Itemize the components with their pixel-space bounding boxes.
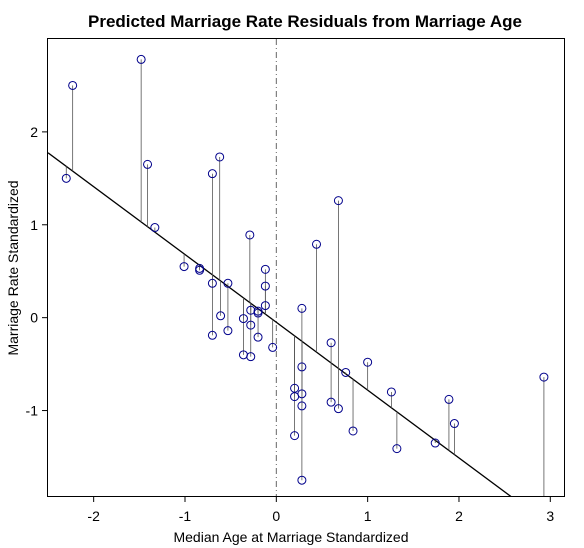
plot-content: [48, 39, 545, 496]
data-point: [326, 338, 336, 348]
data-point: [260, 281, 270, 291]
data-point: [253, 332, 263, 342]
x-tick-label: 3: [546, 508, 554, 524]
data-point: [444, 394, 454, 404]
data-point: [246, 352, 256, 362]
y-axis-label: Marriage Rate Standardized: [5, 180, 21, 355]
data-point: [449, 419, 459, 429]
data-point: [297, 389, 307, 399]
x-tick-label: 1: [364, 508, 372, 524]
data-point: [333, 404, 343, 414]
data-point: [297, 475, 307, 485]
data-point: [341, 367, 351, 377]
data-point: [386, 387, 396, 397]
data-point: [297, 303, 307, 313]
data-point: [61, 173, 71, 183]
data-point: [326, 397, 336, 407]
data-point: [260, 264, 270, 274]
data-point: [363, 357, 373, 367]
plot-frame: [47, 38, 565, 497]
data-point: [333, 196, 343, 206]
data-point: [539, 372, 549, 382]
data-point: [268, 342, 278, 352]
data-point: [216, 311, 226, 321]
y-tick-label: 0: [30, 310, 38, 326]
data-point: [238, 314, 248, 324]
x-tick-label: -2: [87, 508, 100, 524]
y-tick-label: 1: [30, 217, 38, 233]
x-tick-label: 2: [455, 508, 463, 524]
data-point: [430, 438, 440, 448]
data-point: [312, 239, 322, 249]
data-point: [179, 262, 189, 272]
y-tick-label: -1: [26, 403, 39, 419]
x-tick-label: -1: [179, 508, 192, 524]
data-point: [143, 159, 153, 169]
data-point: [207, 330, 217, 340]
data-point: [290, 431, 300, 441]
x-axis: -2 -1 0 1 2 3: [87, 496, 554, 524]
data-point: [68, 80, 78, 90]
data-point: [150, 223, 160, 233]
data-point: [245, 230, 255, 240]
data-point: [297, 362, 307, 372]
plot-area: [47, 38, 565, 497]
data-point: [207, 169, 217, 179]
data-point: [392, 444, 402, 454]
data-point: [207, 278, 217, 288]
x-axis-label: Median Age at Marriage Standardized: [173, 529, 408, 545]
data-point: [297, 401, 307, 411]
y-tick-label: 2: [30, 124, 38, 140]
data-point: [215, 152, 225, 162]
x-tick-label: 0: [272, 508, 280, 524]
data-point: [223, 278, 233, 288]
data-point: [246, 320, 256, 330]
data-point: [136, 54, 146, 64]
chart-title: Predicted Marriage Rate Residuals from M…: [88, 12, 522, 31]
data-point: [223, 326, 233, 336]
data-point: [253, 308, 263, 318]
y-axis: -1 0 1 2: [26, 124, 48, 419]
data-point: [195, 265, 205, 275]
regression-line: [48, 152, 512, 496]
data-point: [348, 426, 358, 436]
data-point: [260, 301, 270, 311]
